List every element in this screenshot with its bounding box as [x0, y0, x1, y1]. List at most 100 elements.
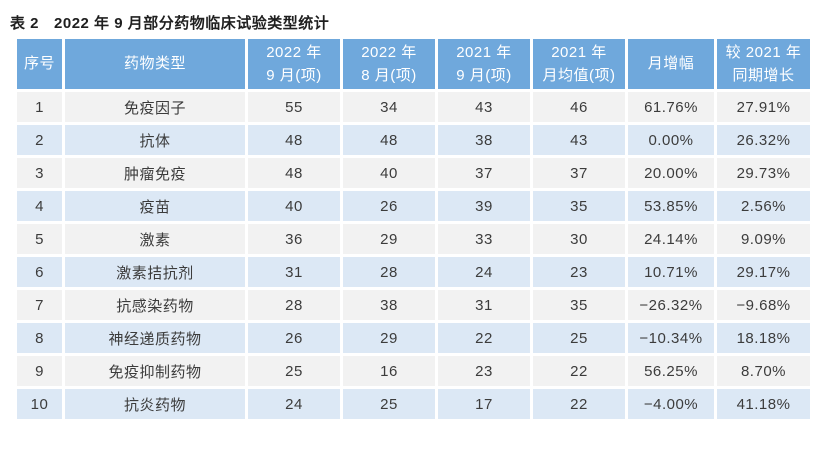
cell-sep-2021: 43 [438, 92, 530, 122]
table-row: 2 抗体 48 48 38 43 0.00% 26.32% [17, 125, 810, 155]
cell-sep-2022: 40 [248, 191, 340, 221]
cell-drug-type: 抗感染药物 [65, 290, 245, 320]
table-header-row: 序号 药物类型 2022 年 9 月(项) 2022 年 8 月(项) 2021 年 9… [17, 39, 810, 89]
table-caption-number: 表 2 [10, 15, 40, 32]
cell-aug-2022: 28 [343, 257, 435, 287]
column-header-yoy-growth: 较 2021 年 同期增长 [717, 39, 810, 89]
table-row: 7 抗感染药物 28 38 31 35 −26.32% −9.68% [17, 290, 810, 320]
table-row: 8 神经递质药物 26 29 22 25 −10.34% 18.18% [17, 323, 810, 353]
cell-index: 9 [17, 356, 62, 386]
cell-aug-2022: 29 [343, 224, 435, 254]
column-header-index: 序号 [17, 39, 62, 89]
cell-mom-growth: 61.76% [628, 92, 714, 122]
table-caption: 表 2 2022 年 9 月部分药物临床试验类型统计 [0, 0, 821, 35]
cell-sep-2021: 22 [438, 323, 530, 353]
cell-index: 1 [17, 92, 62, 122]
cell-avg-2021: 43 [533, 125, 625, 155]
cell-mom-growth: −26.32% [628, 290, 714, 320]
column-header-sep-2021: 2021 年 9 月(项) [438, 39, 530, 89]
cell-index: 8 [17, 323, 62, 353]
column-header-sep-2022: 2022 年 9 月(项) [248, 39, 340, 89]
cell-yoy-growth: 29.73% [717, 158, 810, 188]
cell-mom-growth: 53.85% [628, 191, 714, 221]
table-row: 9 免疫抑制药物 25 16 23 22 56.25% 8.70% [17, 356, 810, 386]
cell-sep-2022: 26 [248, 323, 340, 353]
cell-mom-growth: −10.34% [628, 323, 714, 353]
cell-aug-2022: 38 [343, 290, 435, 320]
cell-yoy-growth: 2.56% [717, 191, 810, 221]
cell-drug-type: 抗炎药物 [65, 389, 245, 419]
column-header-aug-2022: 2022 年 8 月(项) [343, 39, 435, 89]
cell-index: 10 [17, 389, 62, 419]
cell-sep-2021: 23 [438, 356, 530, 386]
column-header-avg-2021: 2021 年 月均值(项) [533, 39, 625, 89]
table-row: 1 免疫因子 55 34 43 46 61.76% 27.91% [17, 92, 810, 122]
table-body: 1 免疫因子 55 34 43 46 61.76% 27.91% 2 抗体 48 48 38 43 0.00… [17, 92, 810, 419]
cell-sep-2022: 24 [248, 389, 340, 419]
cell-sep-2021: 33 [438, 224, 530, 254]
cell-avg-2021: 35 [533, 191, 625, 221]
cell-mom-growth: 10.71% [628, 257, 714, 287]
cell-sep-2022: 48 [248, 125, 340, 155]
cell-index: 3 [17, 158, 62, 188]
cell-drug-type: 免疫因子 [65, 92, 245, 122]
table-row: 4 疫苗 40 26 39 35 53.85% 2.56% [17, 191, 810, 221]
cell-sep-2022: 28 [248, 290, 340, 320]
cell-mom-growth: 20.00% [628, 158, 714, 188]
cell-yoy-growth: 9.09% [717, 224, 810, 254]
cell-avg-2021: 25 [533, 323, 625, 353]
cell-index: 5 [17, 224, 62, 254]
cell-sep-2022: 48 [248, 158, 340, 188]
cell-sep-2022: 36 [248, 224, 340, 254]
cell-yoy-growth: −9.68% [717, 290, 810, 320]
column-header-mom-growth: 月增幅 [628, 39, 714, 89]
cell-avg-2021: 22 [533, 356, 625, 386]
cell-yoy-growth: 29.17% [717, 257, 810, 287]
cell-mom-growth: 0.00% [628, 125, 714, 155]
table-row: 3 肿瘤免疫 48 40 37 37 20.00% 29.73% [17, 158, 810, 188]
cell-sep-2021: 31 [438, 290, 530, 320]
cell-drug-type: 神经递质药物 [65, 323, 245, 353]
cell-sep-2021: 17 [438, 389, 530, 419]
cell-sep-2022: 31 [248, 257, 340, 287]
cell-yoy-growth: 18.18% [717, 323, 810, 353]
cell-index: 4 [17, 191, 62, 221]
cell-avg-2021: 22 [533, 389, 625, 419]
cell-index: 7 [17, 290, 62, 320]
cell-aug-2022: 25 [343, 389, 435, 419]
cell-index: 6 [17, 257, 62, 287]
cell-aug-2022: 34 [343, 92, 435, 122]
cell-aug-2022: 16 [343, 356, 435, 386]
cell-index: 2 [17, 125, 62, 155]
clinical-trial-statistics-table: 序号 药物类型 2022 年 9 月(项) 2022 年 8 月(项) 2021 年 9… [14, 36, 813, 422]
cell-yoy-growth: 27.91% [717, 92, 810, 122]
cell-yoy-growth: 26.32% [717, 125, 810, 155]
cell-drug-type: 肿瘤免疫 [65, 158, 245, 188]
cell-avg-2021: 23 [533, 257, 625, 287]
cell-aug-2022: 26 [343, 191, 435, 221]
cell-drug-type: 疫苗 [65, 191, 245, 221]
cell-aug-2022: 40 [343, 158, 435, 188]
table-row: 6 激素拮抗剂 31 28 24 23 10.71% 29.17% [17, 257, 810, 287]
cell-yoy-growth: 41.18% [717, 389, 810, 419]
cell-sep-2022: 25 [248, 356, 340, 386]
cell-sep-2021: 38 [438, 125, 530, 155]
cell-avg-2021: 30 [533, 224, 625, 254]
cell-sep-2021: 24 [438, 257, 530, 287]
cell-mom-growth: 24.14% [628, 224, 714, 254]
table-caption-title: 2022 年 9 月部分药物临床试验类型统计 [54, 15, 330, 32]
cell-drug-type: 免疫抑制药物 [65, 356, 245, 386]
cell-mom-growth: −4.00% [628, 389, 714, 419]
cell-avg-2021: 37 [533, 158, 625, 188]
cell-aug-2022: 29 [343, 323, 435, 353]
cell-avg-2021: 46 [533, 92, 625, 122]
cell-sep-2021: 39 [438, 191, 530, 221]
table-row: 5 激素 36 29 33 30 24.14% 9.09% [17, 224, 810, 254]
cell-mom-growth: 56.25% [628, 356, 714, 386]
cell-sep-2022: 55 [248, 92, 340, 122]
cell-drug-type: 激素拮抗剂 [65, 257, 245, 287]
cell-yoy-growth: 8.70% [717, 356, 810, 386]
table-header: 序号 药物类型 2022 年 9 月(项) 2022 年 8 月(项) 2021 年 9… [17, 39, 810, 89]
cell-aug-2022: 48 [343, 125, 435, 155]
